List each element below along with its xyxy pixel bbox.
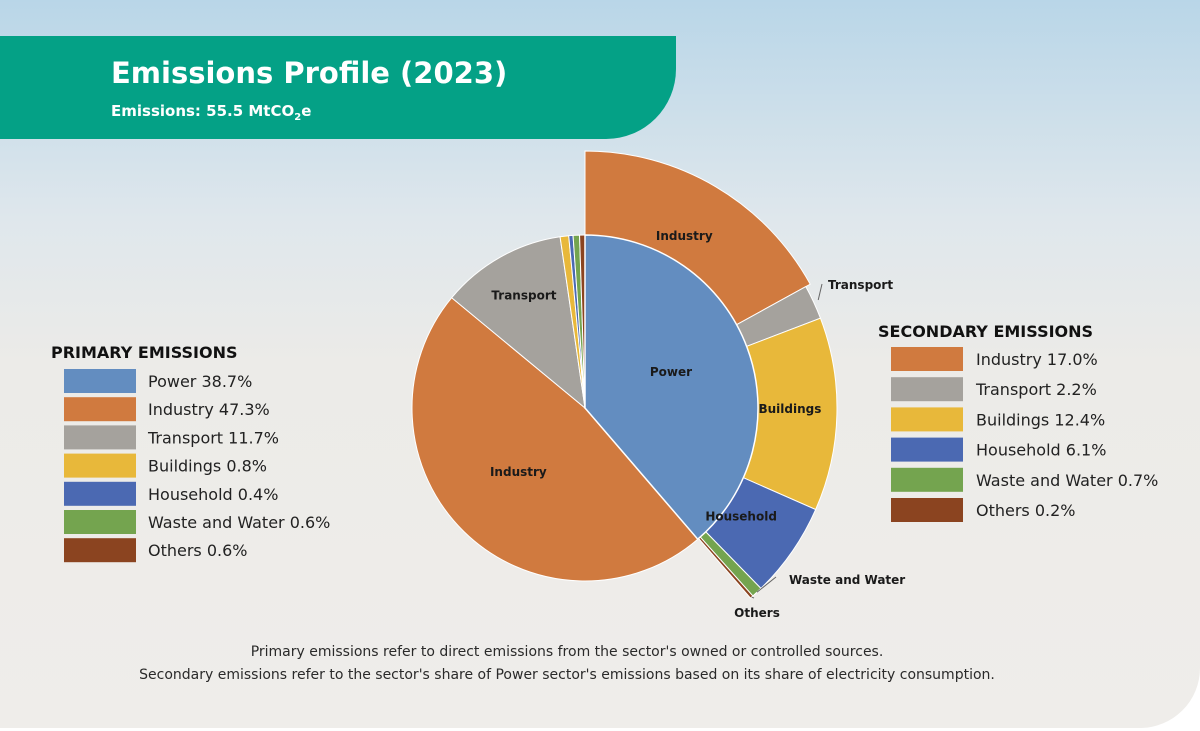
- pie-label-secondary-household: Household: [705, 509, 777, 523]
- primary-slice-power: [584, 234, 759, 541]
- legend-swatch-buildings: [891, 407, 963, 432]
- legend-secondary-title: SECONDARY EMISSIONS: [878, 322, 1093, 341]
- pie-labels: Power Industry Transport Industry Buildings H…: [490, 229, 905, 620]
- legend-swatch-industry: [64, 397, 136, 422]
- page-subtitle: Emissions: 55.5 MtCO2e: [111, 102, 311, 123]
- legend-swatch-others: [64, 538, 136, 563]
- legend-label-others: Others 0.6%: [148, 541, 248, 560]
- secondary-note: Secondary emissions refer to the sector'…: [139, 667, 995, 683]
- legend-swatch-waste-and-water: [891, 467, 963, 492]
- legend-label-others: Others 0.2%: [976, 501, 1076, 520]
- legend-swatch-others: [891, 498, 963, 522]
- legend-label-waste-and-water: Waste and Water 0.6%: [148, 513, 330, 532]
- pie-label-primary-industry: Industry: [490, 465, 547, 479]
- legend-swatch-transport: [891, 377, 963, 402]
- primary-note: Primary emissions refer to direct emissi…: [250, 644, 884, 660]
- pie-label-power: Power: [650, 365, 692, 379]
- subtitle-text: Emissions: 55.5 MtCO: [111, 102, 295, 120]
- legend-swatch-transport: [64, 425, 136, 450]
- primary-slice-transport: [450, 236, 586, 410]
- legend-label-buildings: Buildings 12.4%: [976, 410, 1105, 429]
- legend-label-transport: Transport 11.7%: [147, 428, 279, 447]
- pie-label-secondary-buildings: Buildings: [758, 402, 821, 416]
- legend-swatch-household: [891, 437, 963, 462]
- secondary-legend: SECONDARY EMISSIONS Industry 17.0% Transpo…: [878, 322, 1158, 522]
- pie-label-secondary-industry: Industry: [656, 229, 713, 243]
- page-title: Emissions Profile (2023): [111, 56, 508, 90]
- pie-label-secondary-others-leader: [751, 596, 755, 599]
- legend-swatch-buildings: [64, 453, 136, 478]
- legend-label-household: Household 0.4%: [148, 485, 278, 504]
- legend-swatch-household: [64, 481, 136, 506]
- legend-label-industry: Industry 47.3%: [148, 400, 270, 419]
- title-banner: Emissions Profile (2023) Emissions: 55.5…: [0, 36, 676, 139]
- pie-label-secondary-transport: Transport: [828, 278, 893, 292]
- primary-legend: PRIMARY EMISSIONS Power 38.7% Industry 47.…: [51, 343, 330, 563]
- primary-slice-industry: [411, 297, 699, 582]
- legend-label-industry: Industry 17.0%: [976, 350, 1098, 369]
- pie-label-primary-transport: Transport: [491, 288, 556, 302]
- legend-swatch-waste-and-water: [64, 510, 136, 534]
- legend-swatch-power: [64, 369, 136, 393]
- legend-label-power: Power 38.7%: [148, 372, 252, 391]
- pie-label-secondary-waste-and-water-leader: [756, 576, 777, 593]
- legend-primary-title: PRIMARY EMISSIONS: [51, 343, 238, 362]
- subtitle-subscript: 2: [294, 112, 302, 123]
- pie-layer: [411, 150, 838, 599]
- legend-label-buildings: Buildings 0.8%: [148, 457, 267, 476]
- pie-label-secondary-transport-leader: [817, 283, 823, 301]
- legend-label-waste-and-water: Waste and Water 0.7%: [976, 471, 1158, 490]
- pie-label-secondary-waste-and-water: Waste and Water: [789, 573, 905, 587]
- legend-swatch-industry: [891, 347, 963, 371]
- legend-label-household: Household 6.1%: [976, 441, 1106, 460]
- subtitle-suffix: e: [301, 102, 312, 120]
- legend-label-transport: Transport 2.2%: [975, 380, 1097, 399]
- pie-label-secondary-others: Others: [734, 606, 780, 620]
